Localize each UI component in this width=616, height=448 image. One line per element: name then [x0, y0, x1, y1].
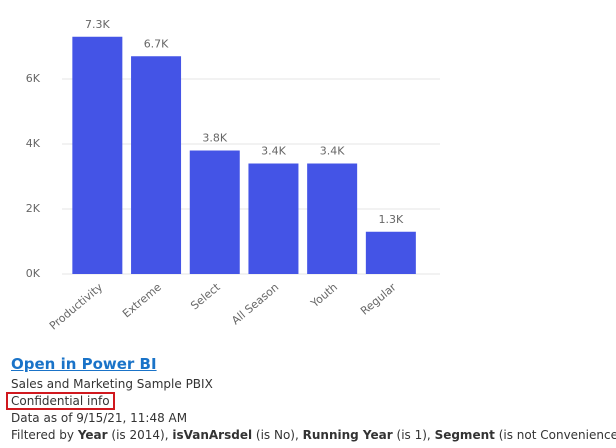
- footer: Open in Power BI Sales and Marketing Sam…: [6, 355, 616, 444]
- y-tick-label: 2K: [26, 202, 41, 215]
- bar: [307, 163, 358, 274]
- value-label: 1.3K: [378, 213, 403, 226]
- x-tick-label: All Season: [229, 281, 281, 328]
- bar: [189, 150, 240, 274]
- bar: [365, 231, 416, 274]
- bar: [131, 56, 182, 274]
- filter-condition: (is 1),: [396, 427, 431, 442]
- value-label: 6.7K: [144, 37, 169, 50]
- y-tick-label: 4K: [26, 137, 41, 150]
- filter-field: isVanArsdel: [172, 427, 253, 442]
- x-tick-label: Productivity: [47, 280, 106, 332]
- y-tick-label: 6K: [26, 72, 41, 85]
- filter-field: Year: [77, 427, 108, 442]
- filter-field: Segment: [434, 427, 495, 442]
- value-label: 3.8K: [202, 132, 227, 145]
- filter-condition: (is 2014),: [111, 427, 169, 442]
- value-label: 7.3K: [85, 18, 110, 31]
- filter-condition: (is No),: [255, 427, 299, 442]
- value-label: 3.4K: [320, 145, 345, 158]
- filter-field: Running Year: [302, 427, 393, 442]
- open-link[interactable]: Open in Power BI: [11, 355, 157, 373]
- filter-condition: (is not Convenience or Moderation): [498, 427, 616, 442]
- x-tick-label: Select: [188, 280, 223, 312]
- filter-line: Filtered by Year (is 2014), isVanArsdel …: [11, 427, 616, 444]
- sensitivity-label: Confidential info: [6, 392, 115, 410]
- x-tick-label: Regular: [358, 280, 399, 317]
- chart: 0K 2K 4K 6K 7.3K Productivity 6.7K Extreme 3.8K S…: [26, 18, 440, 333]
- x-tick-label: Extreme: [120, 280, 164, 320]
- bar: [72, 36, 123, 274]
- bar: [248, 163, 299, 274]
- value-label: 3.4K: [261, 145, 286, 158]
- report-name: Sales and Marketing Sample PBIX: [11, 376, 213, 391]
- data-date: Data as of 9/15/21, 11:48 AM: [11, 411, 188, 425]
- x-tick-label: Youth: [308, 281, 340, 311]
- filter-prefix: Filtered by: [11, 427, 74, 442]
- y-tick-label: 0K: [26, 267, 41, 280]
